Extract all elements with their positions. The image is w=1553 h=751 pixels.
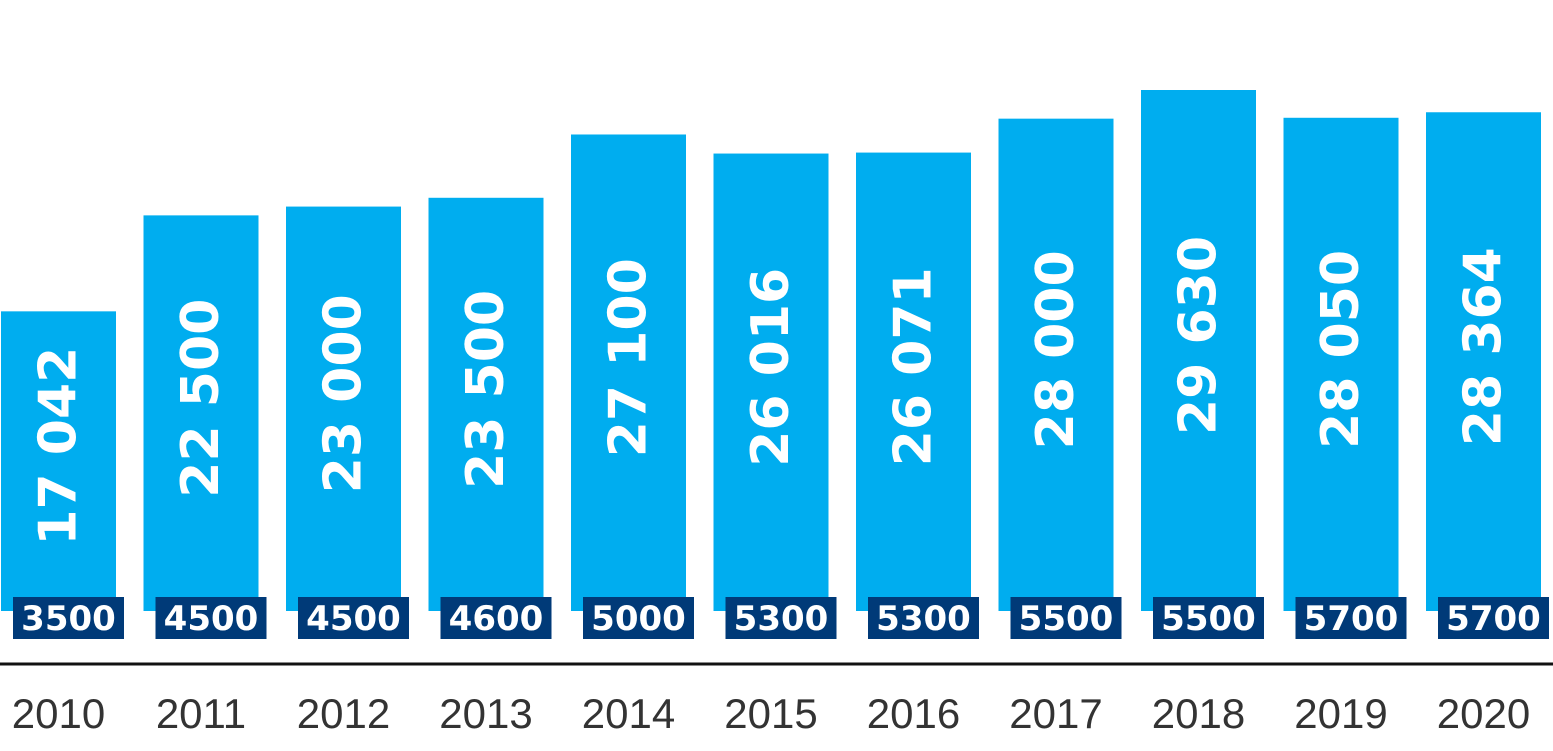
bar-2013 [428, 197, 544, 611]
x-tick-label-2013: 2013 [439, 690, 532, 737]
secondary-badge-2012 [298, 597, 409, 639]
bar-value-label-2010: 17 042 [29, 347, 89, 546]
secondary-badge-2010 [13, 597, 124, 639]
secondary-badge-label-2020: 5700 [1446, 599, 1541, 639]
bar-value-label-2016: 26 071 [884, 267, 944, 466]
secondary-badge-2011 [155, 597, 267, 639]
secondary-badge-label-2016: 5300 [876, 599, 971, 639]
bar-2017 [998, 118, 1114, 611]
bar-value-label-2011: 22 500 [171, 299, 231, 498]
bar-value-label-2012: 23 000 [314, 294, 374, 493]
badges-layer: 3500 4500 4500 4600 5000 5300 5300 5500 5500 5700… [13, 597, 1549, 639]
bar-2020 [1426, 112, 1541, 612]
secondary-badge-label-2019: 5700 [1304, 599, 1399, 639]
secondary-badge-label-2018: 5500 [1161, 599, 1256, 639]
bar-2011 [143, 215, 259, 611]
secondary-badge-label-2013: 4600 [449, 599, 544, 639]
x-tick-label-2018: 2018 [1152, 690, 1245, 737]
secondary-badge-2017 [1010, 597, 1122, 639]
secondary-badge-label-2014: 5000 [591, 599, 686, 639]
bar-value-label-2018: 29 630 [1169, 236, 1229, 435]
x-tick-label-2014: 2014 [582, 690, 675, 737]
secondary-badge-label-2015: 5300 [734, 599, 829, 639]
bar-value-label-2019: 28 050 [1311, 250, 1371, 449]
bar-2018 [1141, 90, 1256, 611]
secondary-badge-label-2012: 4500 [306, 599, 401, 639]
x-tick-label-2016: 2016 [867, 690, 960, 737]
x-tick-label-2020: 2020 [1437, 690, 1530, 737]
bar-value-label-2020: 28 364 [1454, 247, 1514, 446]
secondary-badge-2013 [440, 597, 552, 639]
bar-2016 [856, 152, 971, 612]
secondary-badge-label-2017: 5500 [1019, 599, 1114, 639]
bar-2014 [571, 134, 686, 611]
secondary-badge-2015 [725, 597, 837, 639]
x-axis-ticks: 2010 2011 2012 2013 2014 2015 2016 2017 2018 2019… [12, 690, 1530, 737]
bars-layer: 17 042 22 500 23 000 23 500 27 100 26 016 26 0… [1, 90, 1541, 612]
secondary-badge-2020 [1438, 597, 1549, 639]
bar-2010 [1, 311, 116, 611]
x-tick-label-2019: 2019 [1294, 690, 1387, 737]
bar-value-label-2015: 26 016 [741, 268, 801, 467]
secondary-badge-2018 [1153, 597, 1264, 639]
bar-2012 [286, 206, 401, 612]
secondary-badge-2016 [868, 597, 979, 639]
x-tick-label-2010: 2010 [12, 690, 105, 737]
secondary-badge-2014 [583, 597, 694, 639]
bar-2019 [1283, 117, 1399, 611]
bar-value-label-2013: 23 500 [456, 290, 516, 489]
x-tick-label-2017: 2017 [1009, 690, 1102, 737]
bar-value-label-2017: 28 000 [1026, 250, 1086, 449]
bar-2015 [713, 153, 829, 611]
secondary-badge-label-2010: 3500 [21, 599, 116, 639]
secondary-badge-2019 [1295, 597, 1407, 639]
bar-value-label-2014: 27 100 [599, 258, 659, 457]
secondary-badge-label-2011: 4500 [164, 599, 259, 639]
x-tick-label-2011: 2011 [156, 690, 246, 737]
x-tick-label-2012: 2012 [297, 690, 390, 737]
x-tick-label-2015: 2015 [724, 690, 817, 737]
